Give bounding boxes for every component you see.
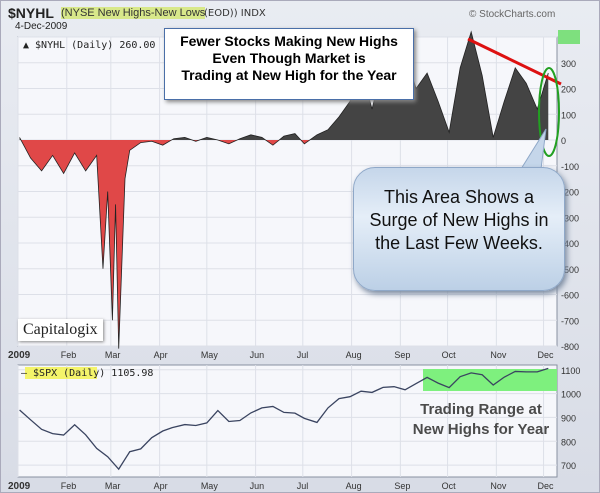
y-tick-label: -600 <box>561 291 579 301</box>
callout-line: the Last Few Weeks. <box>375 233 543 253</box>
y-tick-label: -700 <box>561 316 579 326</box>
range-line: Trading Range at <box>420 401 542 418</box>
panel-legend: — $SPX (Daily) 1105.98 <box>21 367 153 379</box>
annotation-line: Even Though Market is <box>212 50 366 66</box>
y-tick-label: -400 <box>561 239 579 249</box>
x-tick-label: Nov <box>490 481 507 491</box>
x-tick-label: May <box>201 350 219 360</box>
x-tick-label: Oct <box>442 481 457 491</box>
spx-line <box>19 367 549 471</box>
y-tick-label: 900 <box>561 413 576 423</box>
x-tick-label: Jul <box>297 350 309 360</box>
y-tick-label: 800 <box>561 437 576 447</box>
x-tick-label: Jul <box>297 481 309 491</box>
x-tick-label: Aug <box>346 481 362 491</box>
x-tick-label: May <box>201 481 219 491</box>
x-tick-label: Jun <box>250 350 265 360</box>
last-value-marker <box>558 30 580 44</box>
positive-area <box>19 31 549 140</box>
y-tick-label: 0 <box>561 136 566 146</box>
panel-legend: ▲ $NYHL (Daily) 260.00 <box>23 40 155 51</box>
panel-title: — $SPX (Daily) 1105.98 <box>21 368 153 379</box>
x-tick-label: 2009 <box>8 350 31 361</box>
callout-line: Surge of New Highs in <box>369 210 549 230</box>
exchange: (EOD)) INDX <box>204 8 266 19</box>
callout-bubble: This Area Shows a Surge of New Highs in … <box>353 167 565 291</box>
x-tick-label: Mar <box>105 481 121 491</box>
legend-highlight <box>25 367 97 379</box>
x-tick-label: Feb <box>61 350 77 360</box>
x-tick-label: Apr <box>154 350 168 360</box>
y-tick-label: -800 <box>561 342 579 352</box>
chart-date: 4-Dec-2009 <box>15 21 68 32</box>
y-tick-label: 700 <box>561 461 576 471</box>
y-tick-label: -300 <box>561 213 579 223</box>
x-tick-label: Sep <box>394 481 410 491</box>
y-tick-label: 300 <box>561 59 576 69</box>
y-tick-label: 100 <box>561 110 576 120</box>
range-annotation: Trading Range at New Highs for Year <box>401 400 561 440</box>
y-tick-label: 1100 <box>561 366 580 376</box>
capitalogix-logo: Capitalogix <box>18 319 103 341</box>
x-tick-label: Feb <box>61 481 77 491</box>
x-tick-label: Nov <box>490 350 507 360</box>
callout-line: This Area Shows a <box>383 187 535 207</box>
panel-title: ▲ $NYHL (Daily) 260.00 <box>23 40 155 51</box>
annotation-line: Fewer Stocks Making New Highs <box>180 33 398 49</box>
symbol-name: (NYSE New Highs-New Lows <box>61 7 206 19</box>
top-annotation: Fewer Stocks Making New Highs Even Thoug… <box>164 28 414 100</box>
x-tick-label: Apr <box>154 481 168 491</box>
annotation-line: Trading at New High for the Year <box>181 67 397 83</box>
nyhl-line <box>19 30 549 349</box>
trading-range-highlight <box>423 369 557 391</box>
y-tick-label: -100 <box>561 162 579 172</box>
y-tick-label: 1000 <box>561 390 581 400</box>
x-tick-label: Sep <box>394 350 410 360</box>
symbol: $NYHL <box>8 5 54 21</box>
x-tick-label: Jun <box>250 481 265 491</box>
x-tick-label: 2009 <box>8 481 31 492</box>
x-tick-label: Aug <box>346 350 362 360</box>
y-tick-label: 200 <box>561 85 576 95</box>
x-tick-label: Mar <box>105 350 121 360</box>
trend-line <box>467 37 562 86</box>
y-tick-label: -500 <box>561 265 579 275</box>
x-tick-label: Oct <box>442 350 457 360</box>
x-tick-label: Dec <box>538 481 555 491</box>
x-tick-label: Dec <box>538 350 555 360</box>
brand: © StockCharts.com <box>469 9 556 20</box>
y-tick-label: -200 <box>561 188 579 198</box>
range-line: New Highs for Year <box>412 421 550 438</box>
highlight-ellipse <box>538 67 560 157</box>
